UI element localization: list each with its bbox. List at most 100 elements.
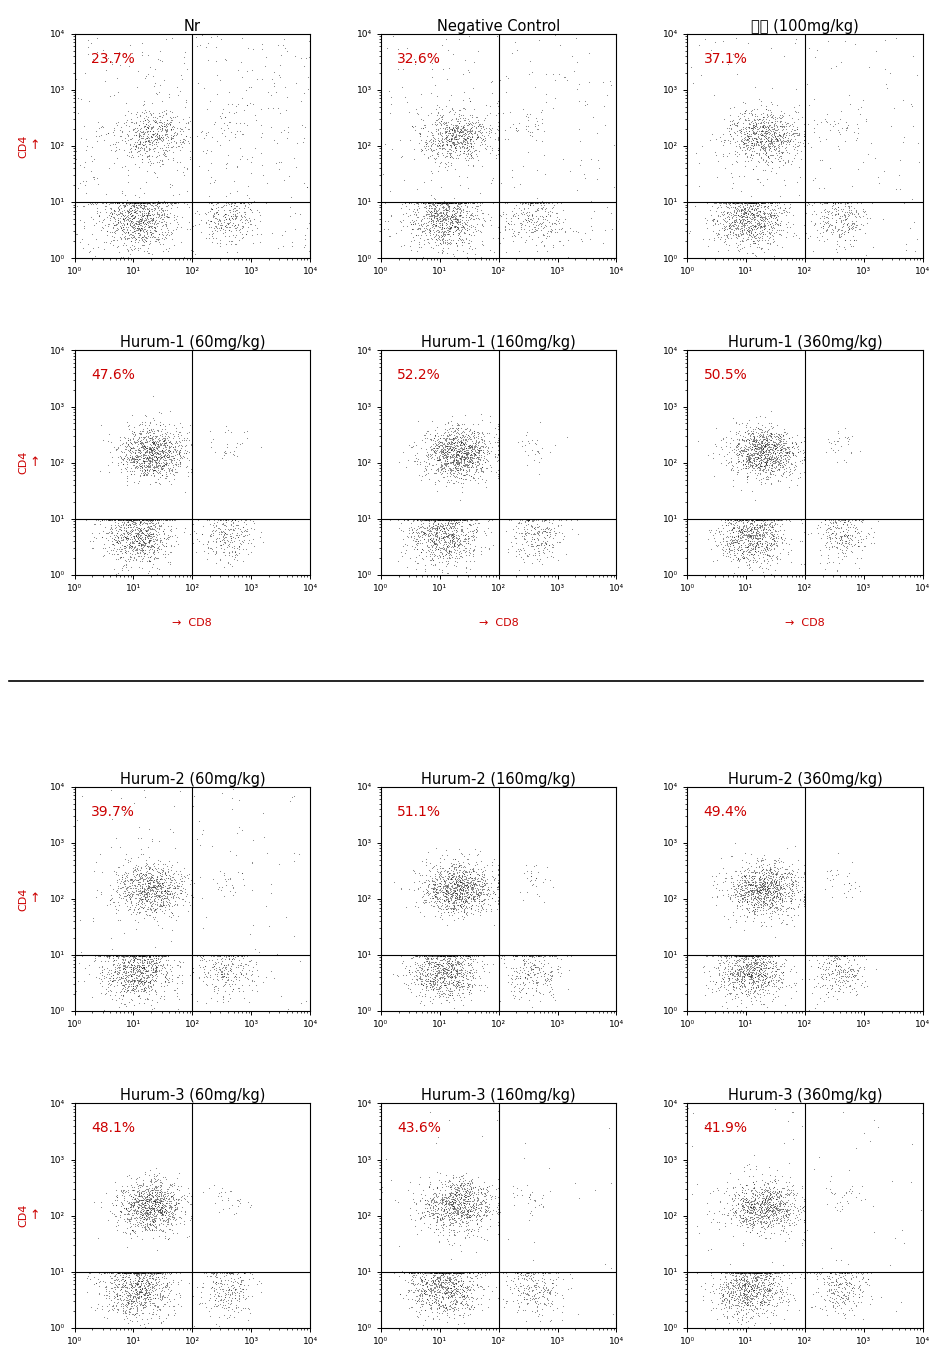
Point <box>418 117 432 139</box>
Point <box>745 456 760 477</box>
Point <box>534 1270 549 1291</box>
Point <box>121 952 136 973</box>
Point <box>105 225 120 247</box>
Point <box>464 136 479 158</box>
Point <box>755 1205 770 1227</box>
Point <box>113 516 128 538</box>
Point <box>731 225 746 247</box>
Point <box>159 883 174 905</box>
Point <box>453 1274 468 1295</box>
Point <box>734 865 749 887</box>
Point <box>427 151 442 173</box>
Point <box>459 442 474 464</box>
Point <box>772 147 787 168</box>
Point <box>104 779 119 801</box>
Point <box>787 123 802 144</box>
Point <box>161 1194 176 1216</box>
Point <box>474 1193 489 1215</box>
Point <box>442 217 457 239</box>
Point <box>164 458 179 480</box>
Point <box>529 193 544 214</box>
Point <box>144 1289 158 1310</box>
Point <box>831 1274 846 1295</box>
Point <box>134 235 149 256</box>
Point <box>442 510 457 531</box>
Point <box>841 1262 856 1283</box>
Point <box>454 448 469 469</box>
Point <box>516 960 531 981</box>
Point <box>381 218 396 240</box>
Point <box>111 193 126 214</box>
Point <box>159 1273 174 1294</box>
Point <box>470 195 485 217</box>
Point <box>759 880 774 902</box>
Point <box>828 971 843 992</box>
Point <box>426 205 441 226</box>
Point <box>464 1286 479 1308</box>
Point <box>453 1267 468 1289</box>
Point <box>448 871 463 892</box>
Point <box>427 967 442 988</box>
Point <box>755 532 770 554</box>
Point <box>729 27 744 49</box>
Point <box>130 1185 145 1206</box>
Point <box>733 886 748 907</box>
Point <box>723 115 738 136</box>
Point <box>461 120 476 142</box>
Point <box>412 123 427 144</box>
Point <box>440 135 455 156</box>
Point <box>524 193 539 214</box>
Point <box>232 193 247 214</box>
Point <box>725 519 740 541</box>
Point <box>167 1198 182 1220</box>
Point <box>162 905 177 926</box>
Point <box>851 510 866 531</box>
Point <box>452 225 467 247</box>
Point <box>419 958 434 980</box>
Point <box>435 527 450 549</box>
Point <box>456 116 471 137</box>
Point <box>143 452 158 473</box>
Point <box>439 425 454 446</box>
Point <box>736 515 751 537</box>
Point <box>781 133 796 155</box>
Point <box>121 977 136 999</box>
Point <box>128 1188 143 1209</box>
Point <box>434 205 449 226</box>
Point <box>205 538 220 559</box>
Point <box>759 1268 774 1290</box>
Point <box>749 437 764 458</box>
Point <box>749 1185 764 1206</box>
Point <box>449 108 464 129</box>
Point <box>819 952 834 973</box>
Point <box>432 449 446 470</box>
Point <box>183 218 198 240</box>
Point <box>445 1212 459 1233</box>
Point <box>445 900 460 922</box>
Point <box>124 969 139 991</box>
Point <box>143 425 158 446</box>
Point <box>802 968 816 989</box>
Point <box>148 470 163 492</box>
Point <box>131 1266 146 1287</box>
Point <box>792 450 807 472</box>
Point <box>427 226 442 248</box>
Point <box>548 524 563 546</box>
Point <box>762 423 777 445</box>
Point <box>729 204 744 225</box>
Point <box>757 510 772 531</box>
Point <box>738 878 753 899</box>
Point <box>428 1262 443 1283</box>
Point <box>464 960 479 981</box>
Point <box>435 1204 450 1225</box>
Point <box>142 1282 157 1304</box>
Point <box>767 1170 782 1192</box>
Point <box>115 979 130 1000</box>
Point <box>428 972 443 993</box>
Point <box>154 124 169 146</box>
Point <box>738 984 753 1006</box>
Point <box>728 945 743 967</box>
Point <box>210 1262 225 1283</box>
Point <box>418 1262 432 1283</box>
Point <box>157 446 171 468</box>
